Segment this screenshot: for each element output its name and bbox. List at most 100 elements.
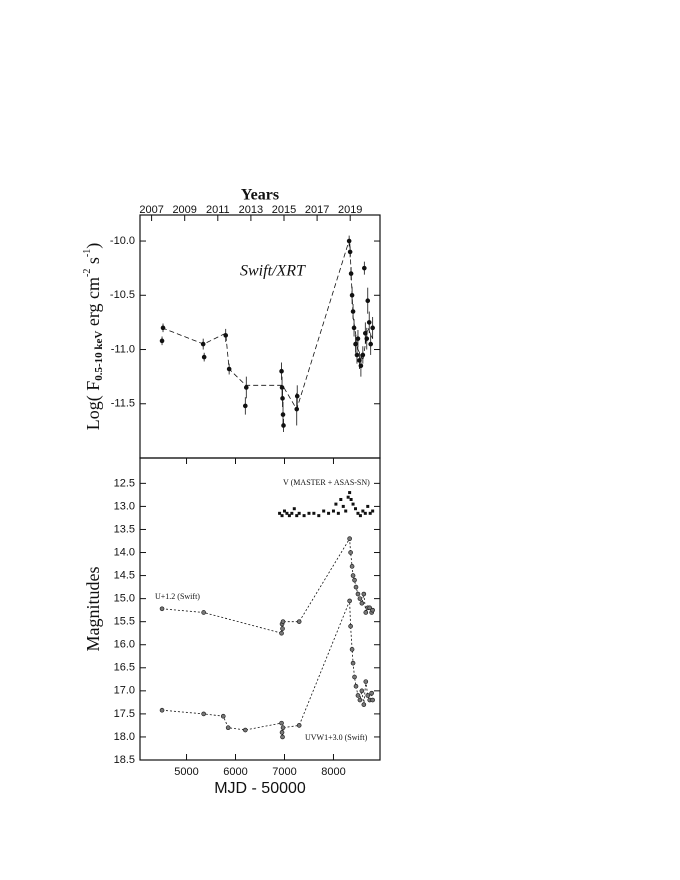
point [350, 660, 356, 666]
point [355, 693, 361, 698]
point [357, 596, 363, 601]
point [307, 511, 311, 515]
y-tick-label: 16.0 [114, 639, 135, 651]
y-tick-label: 18.5 [114, 754, 135, 766]
point [370, 325, 375, 331]
x-tick-label: 5000 [174, 766, 198, 778]
point [348, 550, 353, 555]
point [280, 734, 285, 740]
y-tick-label: -11.0 [111, 343, 135, 355]
y-tick-label: -10.0 [110, 235, 135, 247]
point [336, 511, 340, 515]
point [317, 514, 321, 518]
point [368, 341, 373, 347]
point [278, 511, 282, 515]
point [358, 363, 364, 369]
point [361, 591, 367, 597]
point [302, 514, 306, 518]
y-tick-label: 17.5 [114, 708, 135, 720]
point [327, 511, 331, 515]
point [285, 511, 289, 515]
point [294, 393, 300, 399]
point [353, 584, 359, 590]
y-axis-label-part: ) [83, 243, 104, 249]
point [243, 403, 248, 409]
point [331, 509, 335, 513]
point [352, 577, 357, 583]
x2-tick-label: 2007 [139, 204, 163, 216]
y-tick-label: 17.0 [114, 685, 135, 697]
point [280, 626, 285, 631]
point [370, 607, 375, 613]
point [279, 730, 285, 735]
y-axis-label: Log( F0.5-10 keV erg cm-2 s-1) [82, 243, 104, 430]
x2-tick-label: 2009 [172, 204, 196, 216]
y-axis-label-part: -1 [82, 249, 93, 257]
point [280, 514, 284, 518]
point [297, 511, 301, 515]
point [341, 504, 345, 508]
point [312, 511, 316, 515]
y-tick-label: -11.5 [111, 398, 135, 410]
point [355, 336, 361, 341]
plot-frame [139, 214, 381, 459]
series-line [161, 600, 374, 737]
point [351, 325, 357, 331]
point [368, 511, 372, 515]
point [201, 354, 207, 360]
point [295, 514, 299, 518]
point [361, 509, 365, 513]
point [361, 702, 367, 707]
point [353, 683, 359, 689]
point [364, 336, 370, 341]
point [279, 720, 284, 726]
y-tick-label: 16.5 [114, 662, 135, 674]
point [281, 423, 286, 428]
point [371, 509, 375, 513]
point [201, 610, 206, 615]
y-axis-label-part: -2 [82, 269, 93, 277]
y-tick-label: 15.0 [114, 593, 135, 605]
x-tick-label: 6000 [223, 766, 247, 778]
point [370, 697, 375, 703]
point [280, 396, 285, 401]
point [296, 723, 302, 728]
x-tick-label: 8000 [321, 766, 345, 778]
point [356, 511, 360, 515]
point [355, 591, 361, 597]
point [363, 610, 369, 615]
point [348, 491, 352, 495]
point [349, 647, 355, 652]
point [365, 693, 371, 698]
point [349, 497, 353, 501]
annotation: Swift/XRT [240, 263, 306, 280]
x2-tick-label: 2011 [206, 204, 230, 216]
y-axis-label-part: erg cm [83, 277, 103, 331]
y-axis-label: Magnitudes [83, 567, 103, 652]
y-tick-label: 14.0 [114, 546, 135, 558]
point [351, 502, 355, 506]
plot-frame [139, 457, 381, 761]
point [280, 412, 286, 417]
x-tick-label: 7000 [272, 766, 296, 778]
point [296, 619, 302, 624]
point [369, 690, 374, 696]
point [348, 623, 353, 629]
point [279, 368, 284, 374]
point [334, 502, 338, 506]
y-tick-label: 13.0 [114, 500, 135, 512]
point [365, 298, 371, 304]
x2-tick-label: 2017 [305, 204, 329, 216]
point [290, 511, 294, 515]
point [282, 509, 286, 513]
x2-tick-label: 2019 [338, 204, 362, 216]
y-axis-label-part: 0.5-10 keV [93, 331, 105, 381]
x-axis-label: MJD - 50000 [214, 780, 306, 797]
point [225, 725, 231, 731]
point [280, 725, 286, 731]
point [292, 507, 296, 511]
point [322, 509, 326, 513]
point [220, 713, 226, 719]
y-tick-label: 14.5 [114, 569, 135, 581]
point [346, 495, 350, 499]
